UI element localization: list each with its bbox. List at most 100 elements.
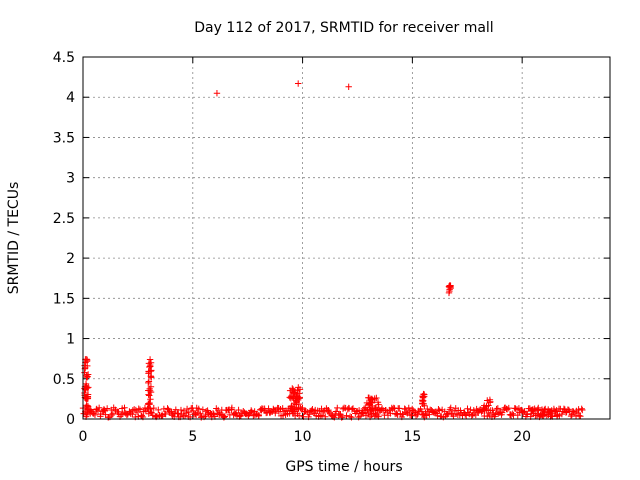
data-point xyxy=(147,396,154,403)
data-point xyxy=(84,373,91,380)
data-point xyxy=(145,378,153,385)
data-point xyxy=(100,406,108,413)
data-point xyxy=(118,411,125,418)
data-point xyxy=(434,412,441,419)
data-point xyxy=(579,406,586,414)
data-points xyxy=(79,80,586,421)
x-tick-label: 10 xyxy=(294,429,312,445)
data-point xyxy=(396,405,403,412)
y-tick-label: 3 xyxy=(66,171,75,187)
data-point xyxy=(348,406,356,413)
data-point xyxy=(577,413,584,420)
grid xyxy=(83,57,610,419)
data-point xyxy=(366,399,374,407)
x-tick-label: 5 xyxy=(188,429,197,445)
data-point xyxy=(445,283,453,290)
data-point xyxy=(509,410,516,417)
data-point xyxy=(135,405,142,412)
data-point xyxy=(467,406,474,413)
data-point xyxy=(213,90,221,97)
data-point xyxy=(177,406,185,414)
data-point xyxy=(426,411,433,418)
y-axis-label: SRMTID / TECUs xyxy=(6,182,22,295)
data-point xyxy=(97,410,104,418)
data-point xyxy=(540,412,547,419)
data-point xyxy=(309,405,316,413)
data-point xyxy=(539,410,546,418)
data-point xyxy=(84,395,92,402)
data-point xyxy=(145,405,152,413)
data-point xyxy=(464,405,471,412)
data-point xyxy=(235,406,242,414)
y-tick-label: 2.5 xyxy=(53,211,75,227)
data-point xyxy=(279,405,286,412)
data-point xyxy=(146,361,154,369)
data-point xyxy=(343,412,350,419)
data-point xyxy=(406,411,414,418)
data-point xyxy=(405,404,412,412)
data-point xyxy=(202,412,209,420)
y-tick-label: 0 xyxy=(66,412,75,428)
data-point xyxy=(355,407,363,414)
data-point xyxy=(146,392,153,399)
data-point xyxy=(294,393,301,400)
data-point xyxy=(136,406,144,413)
data-point xyxy=(570,408,577,415)
data-point xyxy=(534,406,541,413)
data-point xyxy=(255,411,263,419)
data-point xyxy=(493,405,500,413)
data-point xyxy=(320,408,327,415)
data-point xyxy=(155,406,162,414)
data-point xyxy=(435,405,442,413)
data-point xyxy=(565,406,573,414)
data-point xyxy=(82,403,90,411)
data-point xyxy=(318,412,326,419)
y-tick-label: 4 xyxy=(66,90,75,106)
data-point xyxy=(293,404,300,411)
data-point xyxy=(199,406,207,413)
data-point xyxy=(220,414,228,421)
y-tick-label: 0.5 xyxy=(53,372,75,388)
data-point xyxy=(423,412,430,419)
data-point xyxy=(288,402,295,410)
data-point xyxy=(146,401,153,408)
data-point xyxy=(158,411,166,418)
data-point xyxy=(560,405,568,413)
data-point xyxy=(299,404,306,412)
data-point xyxy=(83,406,91,414)
data-point xyxy=(103,405,111,412)
data-point xyxy=(431,409,438,416)
ticks: 0 0.5 1 1.5 2 2.5 3 3.5 4 4.5 0 5 10 15 20 xyxy=(53,50,610,445)
data-point xyxy=(148,373,155,381)
data-point xyxy=(83,382,90,390)
data-point xyxy=(81,392,88,399)
data-point xyxy=(162,410,169,418)
data-point xyxy=(387,410,394,417)
data-point xyxy=(553,407,560,414)
data-point xyxy=(123,411,131,419)
data-point xyxy=(225,407,232,414)
y-tick-label: 1.5 xyxy=(53,291,75,307)
data-point xyxy=(150,404,157,412)
data-point xyxy=(145,368,152,375)
data-point xyxy=(195,405,202,413)
data-point xyxy=(503,406,511,413)
data-point xyxy=(294,80,302,87)
y-tick-label: 2 xyxy=(66,251,75,267)
data-point xyxy=(108,411,115,419)
data-point xyxy=(371,405,379,412)
chart-title: Day 112 of 2017, SRMTID for receiver mal… xyxy=(194,20,493,36)
data-point xyxy=(148,367,155,374)
data-point xyxy=(272,409,279,417)
data-point xyxy=(289,406,297,413)
data-point xyxy=(138,412,145,419)
plot-frame xyxy=(82,56,611,420)
data-point xyxy=(95,404,103,411)
data-point xyxy=(146,387,154,395)
data-point xyxy=(181,412,189,419)
data-point xyxy=(365,394,373,401)
data-point xyxy=(185,408,192,416)
data-point xyxy=(296,386,304,393)
data-point xyxy=(295,412,303,419)
